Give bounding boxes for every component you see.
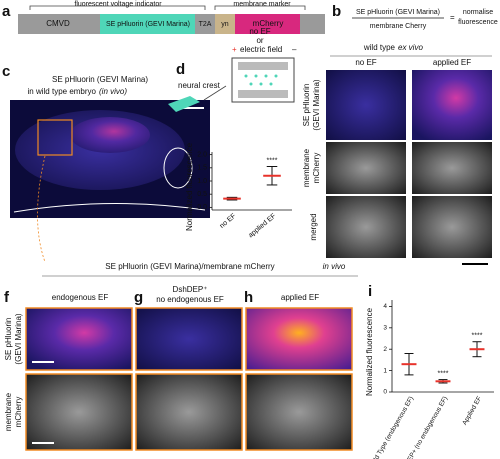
caption: in vivo <box>323 262 346 271</box>
indicator-label: fluorescent voltage indicator <box>74 1 162 8</box>
ex-vivo-title: ex vivo <box>398 43 423 52</box>
y-tick-label: 1.0 <box>197 178 207 185</box>
column-header: no EF <box>355 58 376 67</box>
in-vivo-title: (in vivo) <box>99 87 127 96</box>
row-label: membrane <box>4 392 13 431</box>
segment: yn <box>221 21 229 28</box>
cell-label: neural crest <box>178 81 221 90</box>
panel-label: b <box>332 3 341 20</box>
panel-label: f <box>4 289 10 306</box>
y-axis-label: Normalized fluorescence <box>185 142 194 231</box>
diagram-text: + <box>232 45 237 54</box>
y-axis-label: Normalized fluorescence <box>365 307 374 396</box>
caption: SE pHluorin (GEVI Marina)/membrane mCher… <box>105 262 274 271</box>
column-header: no endogenous EF <box>156 295 224 304</box>
y-tick-label: 0 <box>383 389 387 396</box>
numerator: SE pHluorin (GEVI Marina) <box>356 9 440 16</box>
y-tick-label: 2.0 <box>197 151 207 158</box>
ex-vivo-title: wild type <box>363 43 396 52</box>
ex-vivo-images <box>326 70 492 265</box>
diagram-text: – <box>292 45 297 54</box>
diagram-text: electric field <box>240 45 282 54</box>
y-tick-label: 2 <box>383 346 387 353</box>
x-label-group: Wild Type (endogenous EF) <box>369 395 415 459</box>
row-label: (GEVI Marina) <box>14 313 23 364</box>
row-label: merged <box>309 213 318 240</box>
column-header: applied EF <box>433 58 471 67</box>
y-tick-label: 0.0 <box>197 204 207 211</box>
row-label: membrane <box>302 148 311 187</box>
row-label: SE pHluorin <box>302 84 311 127</box>
y-tick-label: 1.5 <box>197 165 207 172</box>
panel-label: g <box>134 289 143 306</box>
denominator: membrane Cherry <box>370 23 427 30</box>
in-vivo-images <box>25 307 353 451</box>
column-header: endogenous EF <box>52 293 109 302</box>
y-label-group: Normalized fluorescence <box>365 307 374 396</box>
segment: mCherry <box>253 19 284 28</box>
equals: = <box>450 13 455 22</box>
x-tick-label: no EF <box>219 213 238 230</box>
segment: CMVD <box>46 19 70 28</box>
panel-label: a <box>2 3 11 20</box>
construct: fluorescent voltage indicator membrane m… <box>18 1 325 34</box>
y-label-group: Normalized fluorescence <box>185 142 194 231</box>
y-tick-label: 0.5 <box>197 191 207 198</box>
diagram-text: or <box>256 36 263 45</box>
significance: **** <box>472 333 483 340</box>
y-tick-label: 3 <box>383 325 387 332</box>
panel-label: c <box>2 63 10 80</box>
in-vivo-title: in wild type embryo <box>28 87 97 96</box>
panel-label: i <box>368 283 372 300</box>
segment: T2A <box>199 21 212 28</box>
column-header: DshDEP⁺ <box>173 285 208 294</box>
x-label-group: Applied EF <box>461 395 483 426</box>
x-tick-label: Applied EF <box>461 395 483 426</box>
y-tick-label: 1 <box>383 367 387 374</box>
in-vivo-title: SE pHluorin (GEVI Marina) <box>52 75 148 84</box>
marker-label: membrane marker <box>233 1 291 8</box>
segment: SE pHluorin (GEVI Marina) <box>106 21 190 28</box>
row-label: SE pHluorin <box>4 318 13 361</box>
result: normalise <box>463 9 493 16</box>
row-label: mCherry <box>312 153 321 184</box>
diagram-text: no EF <box>249 27 270 36</box>
column-header: applied EF <box>281 293 319 302</box>
row-label: (GEVI Marina) <box>312 79 321 130</box>
row-label: mCherry <box>14 397 23 428</box>
embryo-image <box>10 100 210 263</box>
significance: **** <box>438 370 449 377</box>
x-tick-label: applied EF <box>247 213 277 240</box>
x-label-group: no EF <box>219 213 238 230</box>
x-tick-label: Wild Type (endogenous EF) <box>369 395 415 459</box>
panel-label: h <box>244 289 253 306</box>
result: fluorescence <box>458 19 498 26</box>
y-tick-label: 4 <box>383 303 387 310</box>
panel-label: d <box>176 61 185 78</box>
significance: **** <box>267 157 278 164</box>
x-label-group: applied EF <box>247 213 277 240</box>
